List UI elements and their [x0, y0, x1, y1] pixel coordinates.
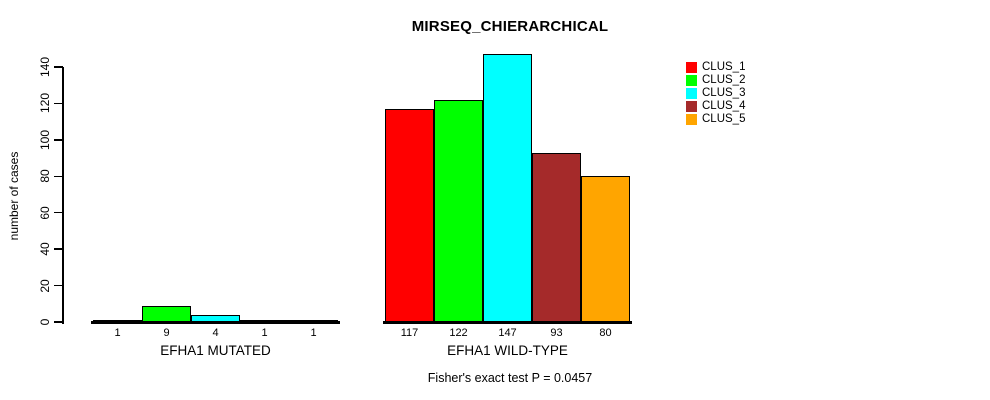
legend-swatch-clus_2	[686, 75, 697, 86]
bar-clus_2-wild-type	[434, 99, 483, 322]
bar-value-label: 80	[599, 327, 612, 339]
y-axis-label: number of cases	[7, 151, 21, 241]
bar-clus_1-wild-type	[385, 108, 434, 322]
legend-label: CLUS_2	[702, 74, 746, 86]
group-axis-label: EFHA1 WILD-TYPE	[447, 343, 568, 358]
bar-clus_3-mutated	[191, 314, 240, 322]
group-baseline	[383, 321, 632, 324]
legend-swatch-clus_1	[686, 62, 697, 73]
bar-value-label: 1	[310, 327, 317, 339]
y-tick-label: 40	[38, 242, 52, 256]
legend-swatch-clus_4	[686, 101, 697, 112]
y-tick-label: 140	[38, 56, 52, 78]
bar-clus_2-mutated	[142, 305, 191, 322]
group-axis-label: EFHA1 MUTATED	[160, 343, 271, 358]
p-value-annotation: Fisher's exact test P = 0.0457	[427, 371, 593, 385]
bar-clus_5-mutated	[289, 320, 338, 323]
y-tick	[54, 284, 63, 287]
bar-clus_4-mutated	[240, 320, 289, 323]
bar-value-label: 147	[498, 327, 517, 339]
group-baseline	[91, 321, 340, 324]
legend-swatch-clus_3	[686, 88, 697, 99]
y-axis-line	[62, 67, 64, 324]
bar-clus_3-wild-type	[483, 54, 532, 322]
y-tick	[54, 139, 63, 141]
legend-label: CLUS_5	[702, 113, 746, 125]
bar-clus_5-wild-type	[581, 176, 630, 322]
legend-label: CLUS_1	[702, 61, 746, 73]
y-tick	[54, 66, 63, 68]
y-tick-label: 20	[38, 278, 52, 293]
y-tick	[54, 211, 63, 214]
bar-value-label: 1	[114, 327, 121, 339]
bar-value-label: 9	[163, 327, 170, 339]
y-tick-label: 120	[38, 93, 52, 114]
chart-title: MIRSEQ_CHIERARCHICAL	[411, 18, 609, 35]
y-tick-label: 0	[38, 318, 52, 326]
y-tick	[54, 102, 63, 105]
y-tick-label: 80	[38, 169, 52, 183]
bar-value-label: 122	[449, 327, 468, 339]
bar-value-label: 117	[400, 327, 419, 339]
y-tick-label: 60	[38, 206, 52, 220]
y-tick	[54, 248, 63, 250]
y-tick	[54, 175, 63, 178]
bar-value-label: 93	[550, 327, 563, 339]
legend-label: CLUS_4	[702, 100, 746, 112]
legend-swatch-clus_5	[686, 114, 697, 125]
y-tick	[54, 321, 63, 323]
bar-value-label: 4	[212, 327, 219, 339]
bar-value-label: 1	[261, 327, 268, 339]
bar-clus_4-wild-type	[532, 152, 581, 322]
bar-clus_1-mutated	[93, 320, 142, 323]
legend-label: CLUS_3	[702, 87, 746, 99]
y-tick-label: 100	[38, 129, 52, 150]
